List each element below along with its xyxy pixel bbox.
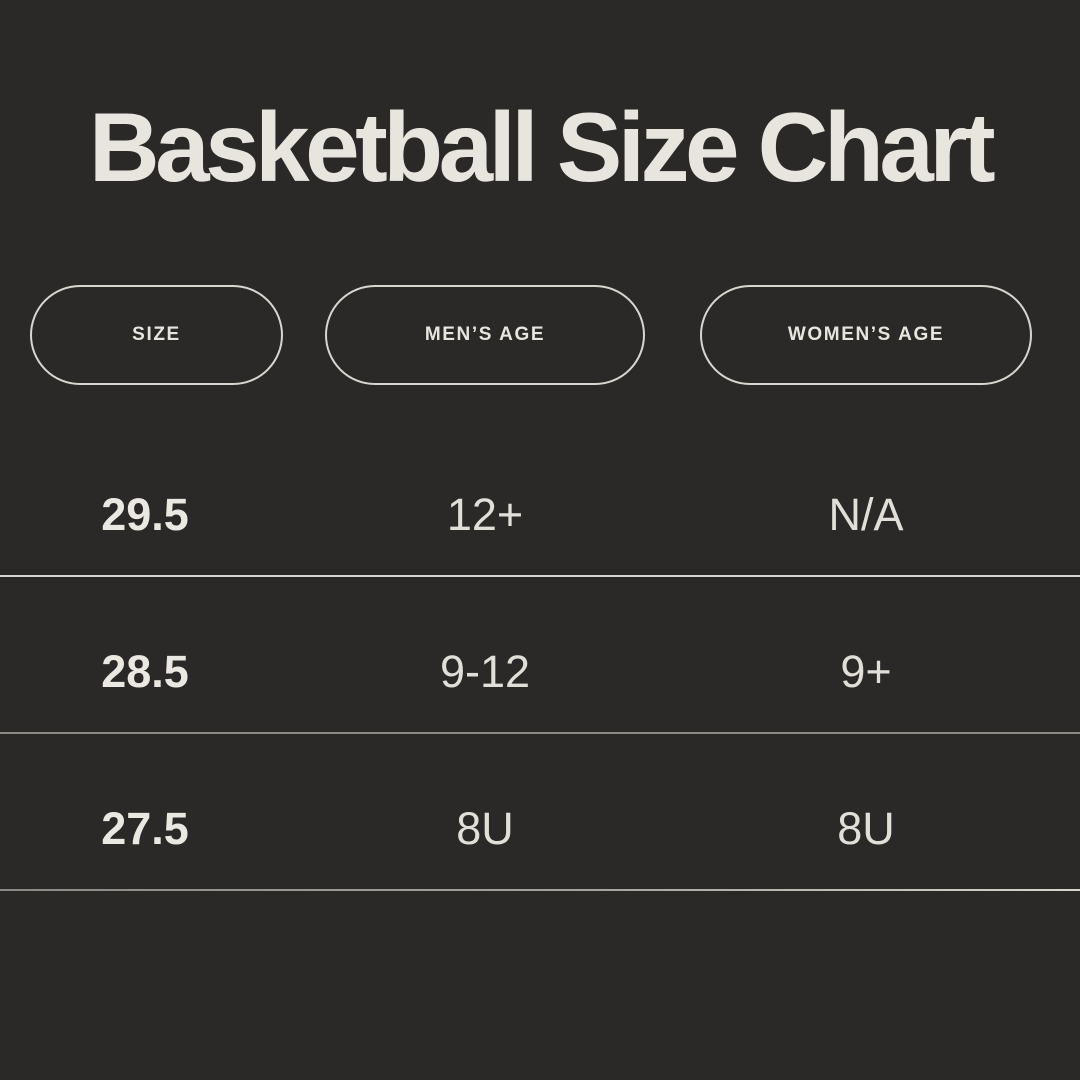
column-header-label-size: SIZE (132, 324, 181, 345)
table-row: 27.5 8U 8U (0, 797, 1080, 861)
cell-size: 28.5 (101, 646, 189, 697)
column-header-pill-mens-age: MEN’S AGE (325, 285, 645, 385)
table-row: 29.5 12+ N/A (0, 483, 1080, 547)
cell-size: 27.5 (101, 803, 189, 854)
page-title: Basketball Size Chart (88, 92, 996, 202)
row-divider (0, 575, 1080, 577)
column-header-label-mens-age: MEN’S AGE (424, 324, 546, 345)
row-divider (0, 889, 1080, 891)
cell-mens-age: 8U (456, 803, 514, 854)
cell-mens-age: 12+ (446, 489, 524, 540)
column-header-pill-womens-age: WOMEN’S AGE (700, 285, 1032, 385)
cell-womens-age: N/A (828, 489, 904, 540)
cell-mens-age: 9-12 (439, 646, 531, 697)
cell-womens-age: 9+ (840, 646, 892, 697)
column-header-label-womens-age: WOMEN’S AGE (787, 324, 945, 345)
cell-size: 29.5 (101, 489, 189, 540)
row-divider (0, 732, 1080, 734)
column-header-pill-size: SIZE (30, 285, 283, 385)
cell-womens-age: 8U (837, 803, 895, 854)
table-row: 28.5 9-12 9+ (0, 640, 1080, 704)
